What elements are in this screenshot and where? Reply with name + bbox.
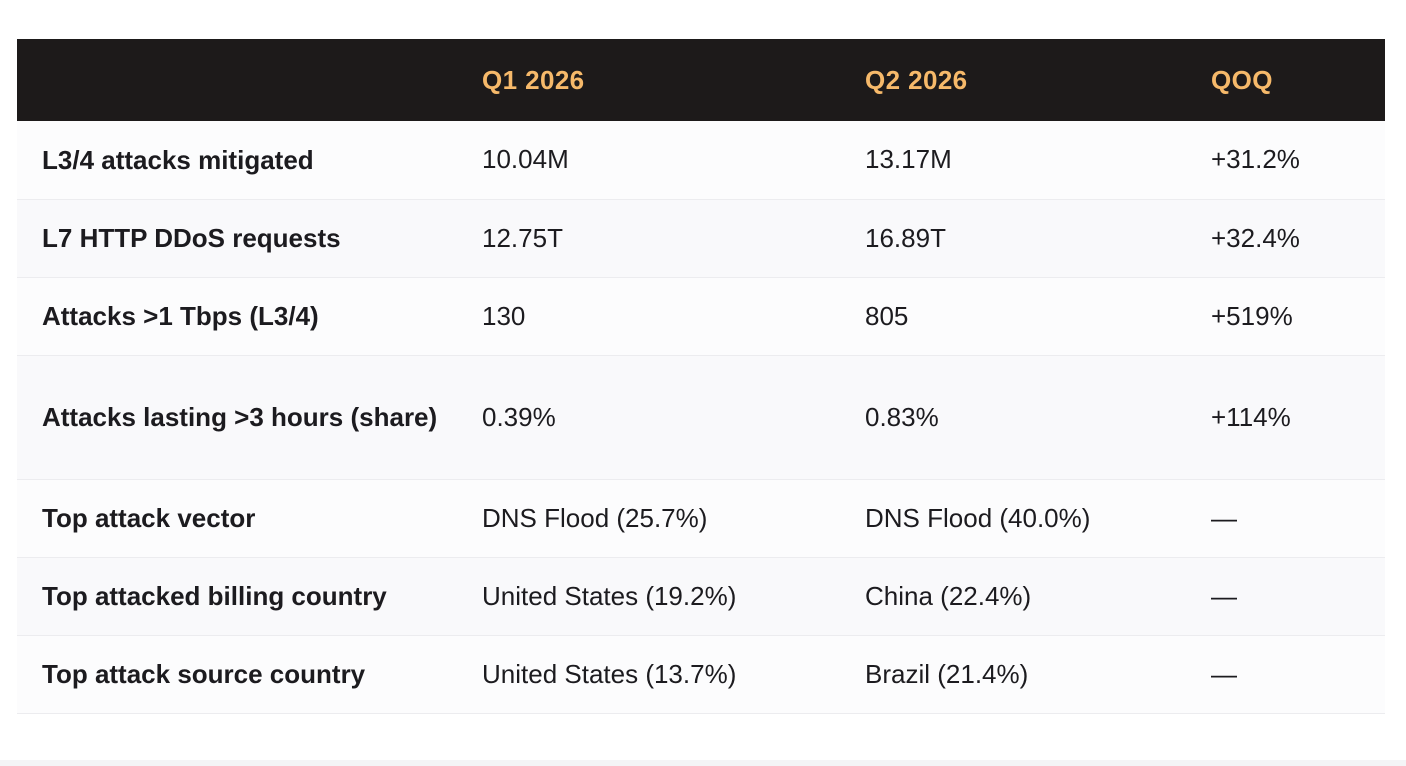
header-metric bbox=[17, 39, 482, 121]
header-q1-2026: Q1 2026 bbox=[482, 64, 585, 95]
qoq-value: — bbox=[1211, 479, 1385, 558]
q1-value: 130 bbox=[482, 277, 865, 356]
q1-value: 0.39% bbox=[482, 355, 865, 480]
q1-value: 12.75T bbox=[482, 199, 865, 278]
metric-label: Attacks lasting >3 hours (share) bbox=[17, 355, 482, 480]
header-qoq: QOQ bbox=[1211, 64, 1273, 95]
metric-label: Attacks >1 Tbps (L3/4) bbox=[17, 277, 482, 356]
metric-label: Top attack source country bbox=[17, 635, 482, 714]
q2-value: 13.17M bbox=[865, 121, 1211, 200]
table-row: L7 HTTP DDoS requests 12.75T 16.89T +32.… bbox=[17, 199, 1385, 278]
stats-table: Q1 2026 Q2 2026 QOQ L3/4 attacks mitigat… bbox=[17, 39, 1385, 714]
bottom-divider bbox=[0, 760, 1406, 766]
metric-label: Top attacked billing country bbox=[17, 557, 482, 636]
metric-label: L3/4 attacks mitigated bbox=[17, 121, 482, 200]
qoq-value: +31.2% bbox=[1211, 121, 1385, 200]
qoq-value: +519% bbox=[1211, 277, 1385, 356]
q1-value: United States (13.7%) bbox=[482, 635, 865, 714]
table-row: Attacks lasting >3 hours (share) 0.39% 0… bbox=[17, 355, 1385, 480]
q2-value: China (22.4%) bbox=[865, 557, 1211, 636]
q1-value: United States (19.2%) bbox=[482, 557, 865, 636]
metric-label: Top attack vector bbox=[17, 479, 482, 558]
qoq-value: +114% bbox=[1211, 355, 1385, 480]
table-header-row: Q1 2026 Q2 2026 QOQ bbox=[17, 39, 1385, 121]
metric-label: L7 HTTP DDoS requests bbox=[17, 199, 482, 278]
table-row: Top attack source country United States … bbox=[17, 635, 1385, 714]
q1-value: DNS Flood (25.7%) bbox=[482, 479, 865, 558]
qoq-value: — bbox=[1211, 635, 1385, 714]
q1-value: 10.04M bbox=[482, 121, 865, 200]
q2-value: 0.83% bbox=[865, 355, 1211, 480]
q2-value: Brazil (21.4%) bbox=[865, 635, 1211, 714]
q2-value: DNS Flood (40.0%) bbox=[865, 479, 1211, 558]
header-q2-2026: Q2 2026 bbox=[865, 64, 968, 95]
table-row: L3/4 attacks mitigated 10.04M 13.17M +31… bbox=[17, 121, 1385, 200]
qoq-value: +32.4% bbox=[1211, 199, 1385, 278]
q2-value: 16.89T bbox=[865, 199, 1211, 278]
table-row: Top attacked billing country United Stat… bbox=[17, 557, 1385, 636]
qoq-value: — bbox=[1211, 557, 1385, 636]
q2-value: 805 bbox=[865, 277, 1211, 356]
table-row: Top attack vector DNS Flood (25.7%) DNS … bbox=[17, 479, 1385, 558]
table-row: Attacks >1 Tbps (L3/4) 130 805 +519% bbox=[17, 277, 1385, 356]
